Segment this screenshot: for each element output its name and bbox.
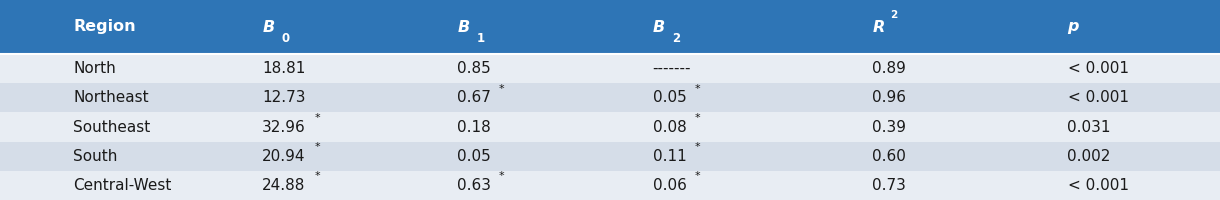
Text: Southeast: Southeast	[73, 119, 150, 134]
Text: 0.73: 0.73	[872, 178, 906, 193]
Text: 0.05: 0.05	[653, 90, 687, 105]
Text: Northeast: Northeast	[73, 90, 149, 105]
Text: < 0.001: < 0.001	[1068, 90, 1128, 105]
Text: B: B	[262, 20, 274, 34]
Text: *: *	[499, 84, 505, 94]
Text: Central-West: Central-West	[73, 178, 172, 193]
Text: < 0.001: < 0.001	[1068, 61, 1128, 76]
Text: *: *	[694, 142, 700, 152]
Text: 2: 2	[891, 10, 898, 20]
Text: 18.81: 18.81	[262, 61, 306, 76]
Text: 0.18: 0.18	[458, 119, 492, 134]
Text: 0.89: 0.89	[872, 61, 906, 76]
Text: 0.06: 0.06	[653, 178, 687, 193]
Bar	[0, 112, 1220, 142]
Text: 0.60: 0.60	[872, 149, 906, 164]
Text: *: *	[694, 84, 700, 94]
Text: p: p	[1068, 20, 1078, 34]
Text: 12.73: 12.73	[262, 90, 306, 105]
Text: South: South	[73, 149, 117, 164]
Text: *: *	[315, 113, 320, 123]
Text: 0.11: 0.11	[653, 149, 687, 164]
Text: 32.96: 32.96	[262, 119, 306, 134]
Text: 0.08: 0.08	[653, 119, 687, 134]
Text: *: *	[315, 142, 320, 152]
Text: *: *	[694, 113, 700, 123]
Text: R: R	[872, 20, 884, 34]
Text: 20.94: 20.94	[262, 149, 306, 164]
Text: 2: 2	[672, 31, 681, 45]
Text: 0.002: 0.002	[1068, 149, 1111, 164]
Text: 0.031: 0.031	[1068, 119, 1111, 134]
Bar	[0, 171, 1220, 200]
Text: 0: 0	[282, 31, 290, 45]
Text: *: *	[694, 171, 700, 181]
Text: B: B	[653, 20, 665, 34]
Text: *: *	[315, 171, 320, 181]
Text: 0.39: 0.39	[872, 119, 906, 134]
Text: -------: -------	[653, 61, 692, 76]
Text: 24.88: 24.88	[262, 178, 306, 193]
Bar	[0, 54, 1220, 83]
Text: 0.67: 0.67	[458, 90, 492, 105]
Text: 1: 1	[477, 31, 486, 45]
Text: 0.05: 0.05	[458, 149, 492, 164]
Text: 0.96: 0.96	[872, 90, 906, 105]
Text: < 0.001: < 0.001	[1068, 178, 1128, 193]
Text: B: B	[458, 20, 470, 34]
Bar	[0, 83, 1220, 112]
Bar	[0, 0, 1220, 54]
Text: 0.85: 0.85	[458, 61, 492, 76]
Text: *: *	[499, 171, 505, 181]
Text: Region: Region	[73, 20, 135, 34]
Bar	[0, 142, 1220, 171]
Text: North: North	[73, 61, 116, 76]
Text: 0.63: 0.63	[458, 178, 492, 193]
